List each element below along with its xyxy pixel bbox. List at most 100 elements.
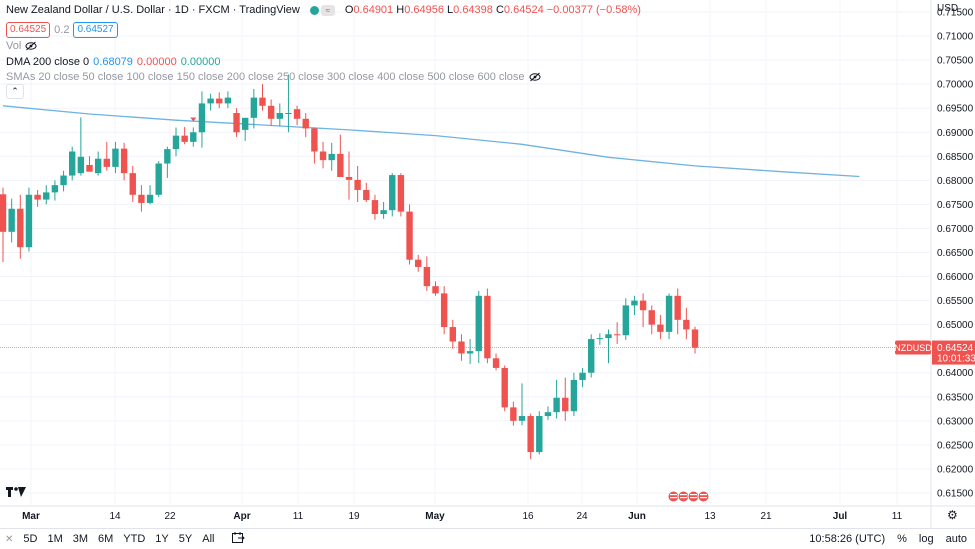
range-5y[interactable]: 5Y — [178, 533, 193, 545]
candle-body — [25, 194, 33, 248]
candle-body — [596, 338, 604, 340]
sell-price-box[interactable]: 0.64525 — [6, 22, 51, 38]
candle-body — [440, 293, 448, 328]
tradingview-logo[interactable] — [6, 486, 26, 501]
range-ytd[interactable]: YTD — [123, 533, 146, 545]
price-tick-label: 0.67500 — [937, 200, 974, 211]
candle-body — [683, 319, 690, 330]
candle-body — [536, 416, 543, 453]
collapse-legend-button[interactable]: ⌃ — [6, 84, 24, 99]
range-1y[interactable]: 1Y — [155, 533, 169, 545]
candle — [648, 305, 655, 335]
dma-label[interactable]: DMA 200 close 0 — [6, 56, 90, 68]
buy-price-box[interactable]: 0.64527 — [73, 22, 118, 38]
range-1m[interactable]: 1M — [47, 533, 63, 545]
candle — [475, 290, 482, 364]
price-tick-label: 0.63000 — [937, 416, 974, 427]
candle — [207, 93, 214, 111]
range-all[interactable]: All — [202, 533, 215, 545]
price-tick-label: 0.66500 — [937, 248, 974, 259]
candle — [120, 142, 128, 181]
candle-body — [293, 109, 301, 119]
time-tick-label: 14 — [109, 511, 121, 522]
candle-body — [657, 324, 664, 332]
candle — [129, 165, 136, 202]
candle-body — [276, 113, 283, 119]
candle — [492, 353, 500, 371]
candle-body — [406, 211, 413, 260]
candle-body — [60, 175, 67, 186]
candle-body — [172, 135, 180, 150]
candle — [674, 288, 681, 335]
log-toggle[interactable]: log — [918, 533, 934, 545]
candle — [155, 161, 162, 198]
candle-body — [674, 295, 681, 320]
dma-200-layer — [2, 105, 860, 178]
candle-body — [648, 310, 655, 325]
market-status-badge[interactable]: ≈ — [309, 4, 335, 16]
smas-label[interactable]: SMAs 20 close 50 close 100 close 150 clo… — [6, 71, 525, 83]
candle — [631, 295, 638, 316]
range-5d[interactable]: 5D — [23, 533, 38, 545]
range-6m[interactable]: 6M — [98, 533, 114, 545]
candle-body — [103, 158, 110, 167]
candle-body — [190, 132, 197, 142]
candle-body — [259, 97, 266, 106]
candle — [691, 326, 699, 354]
range-3m[interactable]: 3M — [72, 533, 89, 545]
time-tick-label: 11 — [293, 511, 304, 522]
candle-body — [146, 194, 154, 203]
candle-body — [285, 113, 292, 115]
percent-toggle[interactable]: % — [897, 533, 907, 545]
legend-title-row: New Zealand Dollar / U.S. Dollar · 1D · … — [6, 4, 641, 16]
time-tick-label: May — [425, 511, 445, 522]
candle-body — [527, 416, 534, 453]
eye-hidden-icon[interactable] — [25, 41, 37, 51]
price-tick-label: 0.71500 — [937, 8, 974, 19]
vol-label[interactable]: Vol — [6, 40, 22, 52]
candle — [94, 151, 102, 176]
economic-events[interactable] — [667, 490, 711, 506]
candle — [449, 319, 456, 349]
go-to-date-icon[interactable] — [227, 532, 250, 546]
time-tick-label: 24 — [576, 511, 588, 522]
candle — [527, 413, 534, 460]
candle-body — [518, 416, 526, 421]
candle — [103, 141, 110, 171]
candle — [605, 329, 612, 364]
candle — [622, 298, 629, 341]
candle — [570, 372, 578, 417]
candle-body — [94, 158, 102, 174]
candle-body — [588, 339, 595, 373]
candle — [397, 173, 405, 217]
candle-body — [415, 259, 422, 267]
eye-hidden-icon[interactable] — [529, 72, 541, 82]
countdown-label: 10:01:33 — [937, 354, 975, 365]
chevron-up-icon: ⌃ — [11, 86, 19, 96]
candle — [198, 91, 206, 148]
candle-body — [17, 208, 24, 248]
candle — [267, 99, 275, 127]
symbol-tag-label: NZDUSD — [894, 343, 932, 353]
timezone-toggle-icon[interactable]: ✕ — [5, 533, 14, 545]
symbol-title[interactable]: New Zealand Dollar / U.S. Dollar · 1D · … — [6, 4, 300, 16]
candle — [60, 170, 67, 192]
time-tick-label: 11 — [892, 511, 903, 522]
candle — [371, 194, 379, 220]
candle — [17, 194, 24, 259]
candle-body — [86, 164, 93, 172]
candle-body — [691, 329, 699, 348]
time-axis[interactable]: Mar 14 22 Apr 11 19 May 16 24 Jun 13 21 Jul 11 ⚙ — [22, 508, 958, 522]
price-tick-label: 0.70000 — [937, 80, 974, 91]
candle-body — [423, 266, 431, 287]
dma-200-line — [2, 105, 860, 178]
candle — [345, 151, 353, 200]
candle — [164, 146, 171, 178]
candle — [415, 254, 422, 272]
price-tick-label: 0.65000 — [937, 320, 974, 331]
utc-clock[interactable]: 10:58:26 (UTC) — [809, 533, 886, 545]
candle — [146, 185, 154, 205]
auto-toggle[interactable]: auto — [945, 533, 967, 545]
